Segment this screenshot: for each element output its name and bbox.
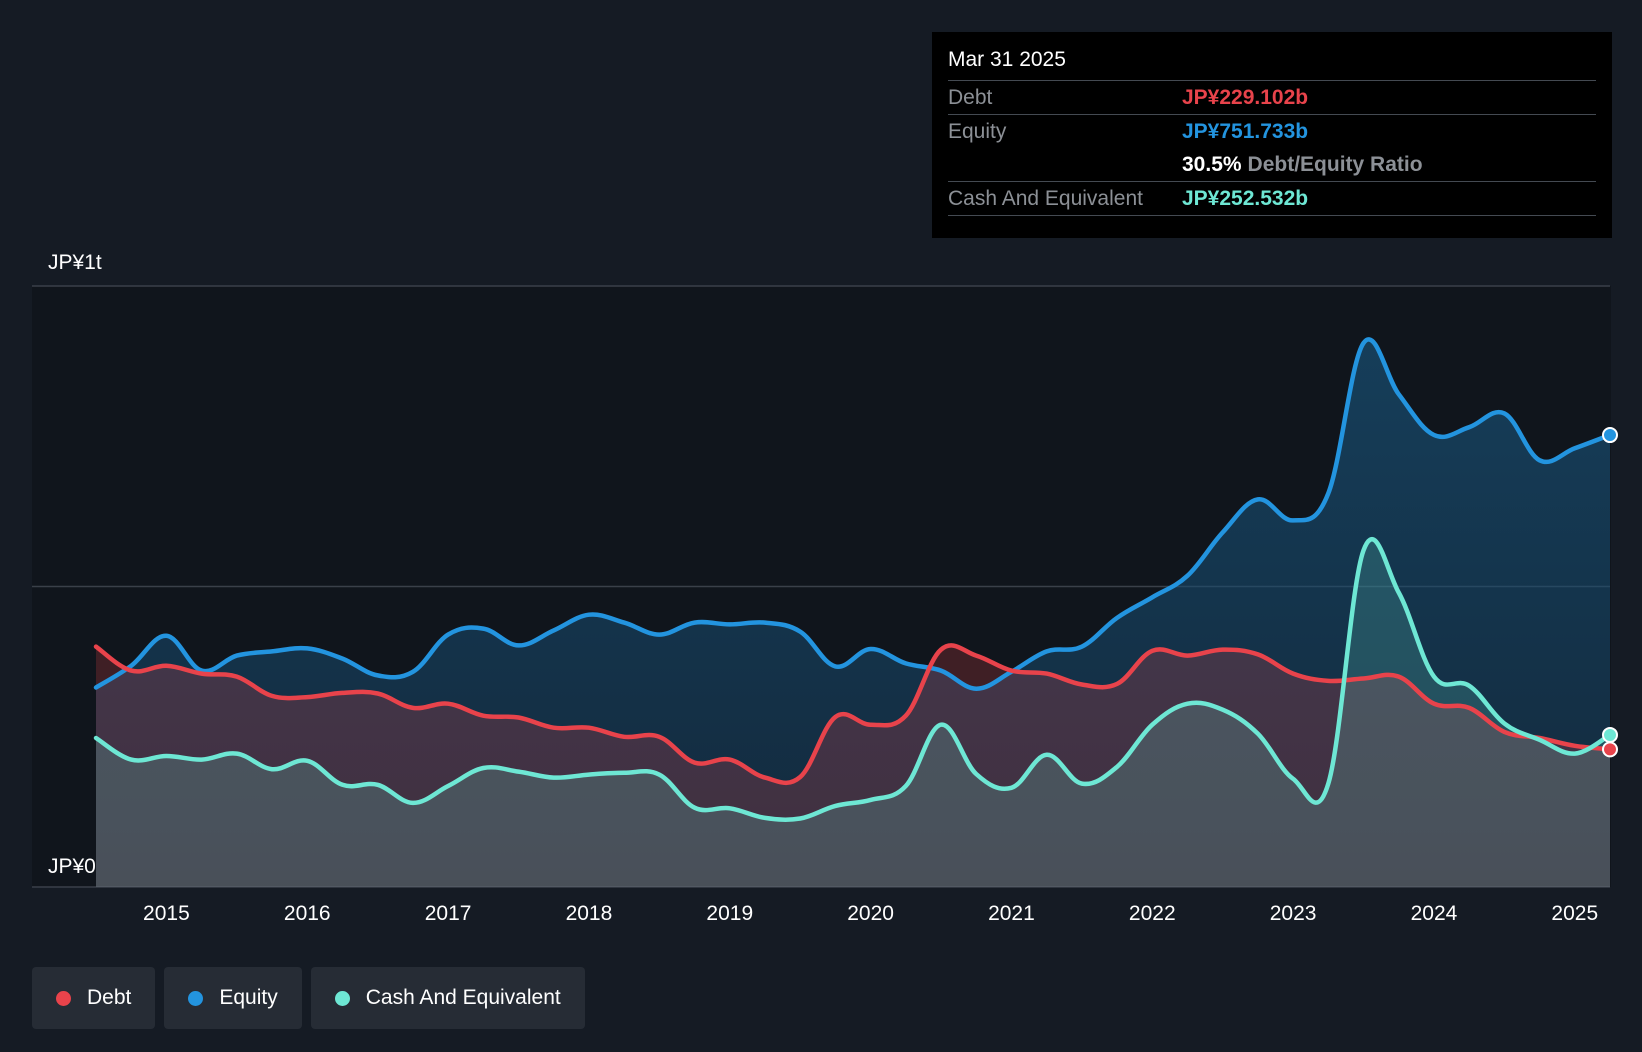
x-tick-label-2022: 2022 bbox=[1129, 902, 1176, 925]
tooltip-cash-value: JP¥252.532b bbox=[1182, 186, 1309, 210]
tooltip-cash-row: Cash And Equivalent JP¥252.532b bbox=[948, 182, 1596, 216]
legend-label-debt: Debt bbox=[87, 986, 132, 1009]
x-tick-label-2017: 2017 bbox=[425, 902, 472, 925]
x-tick-label-2015: 2015 bbox=[143, 902, 190, 925]
legend-dot-debt bbox=[56, 990, 71, 1006]
area-debt bbox=[96, 645, 1610, 887]
tooltip-cash-label: Cash And Equivalent bbox=[948, 186, 1143, 210]
y-tick-label-0: JP¥1t bbox=[48, 251, 102, 274]
x-tick-label-2018: 2018 bbox=[566, 902, 613, 925]
x-tick-label-2019: 2019 bbox=[706, 902, 753, 925]
tooltip-debt-value: JP¥229.102b bbox=[1182, 85, 1309, 109]
line-cash-and-equivalent bbox=[93, 537, 1613, 822]
area-cash-and-equivalent bbox=[96, 539, 1610, 887]
tooltip-ratio-label: Debt/Equity Ratio bbox=[1247, 152, 1423, 176]
x-tick-label-2021: 2021 bbox=[988, 902, 1035, 925]
x-tick-label-2025: 2025 bbox=[1551, 902, 1598, 925]
tooltip-ratio-value: 30.5% bbox=[1182, 152, 1242, 176]
tooltip-date: Mar 31 2025 bbox=[948, 46, 1596, 81]
line-equity bbox=[93, 337, 1613, 691]
tooltip-ratio-row: 30.5% Debt/Equity Ratio bbox=[948, 148, 1596, 182]
line-debt bbox=[93, 643, 1613, 786]
legend-item-equity[interactable]: Equity bbox=[164, 967, 302, 1029]
tooltip-equity-label: Equity bbox=[948, 119, 1007, 143]
y-tick-labels: JP¥1t JP¥0 bbox=[48, 251, 102, 878]
endpoint-cash-and-equivalent bbox=[1602, 726, 1618, 743]
tooltip-equity-row: Equity JP¥751.733b bbox=[948, 115, 1596, 148]
legend-label-equity: Equity bbox=[219, 986, 278, 1009]
endpoint-equity bbox=[1602, 427, 1618, 444]
series-lines bbox=[93, 337, 1613, 822]
x-tick-label-2020: 2020 bbox=[847, 902, 894, 925]
legend-item-debt[interactable]: Debt bbox=[32, 967, 156, 1029]
series-areas bbox=[96, 339, 1610, 887]
x-tick-label-2016: 2016 bbox=[284, 902, 331, 925]
y-tick-label-1: JP¥0 bbox=[48, 855, 96, 878]
legend-dot-equity bbox=[188, 990, 204, 1006]
legend-item-cash[interactable]: Cash And Equivalent bbox=[310, 967, 585, 1029]
legend-label-cash: Cash And Equivalent bbox=[365, 986, 561, 1009]
tooltip-debt-row: Debt JP¥229.102b bbox=[948, 81, 1596, 115]
tooltip-equity-value: JP¥751.733b bbox=[1182, 119, 1309, 143]
x-tick-label-2024: 2024 bbox=[1411, 902, 1458, 925]
series-endpoints bbox=[1602, 427, 1618, 758]
endpoint-debt bbox=[1602, 741, 1618, 758]
tooltip-debt-label: Debt bbox=[948, 85, 993, 109]
area-equity bbox=[96, 339, 1610, 887]
legend: Debt Equity Cash And Equivalent bbox=[32, 967, 585, 1029]
x-tick-label-2023: 2023 bbox=[1270, 902, 1317, 925]
x-tick-labels: 2015 2016 2017 2018 2019 2020 2021 2022 2023 2024… bbox=[143, 902, 1598, 925]
tooltip: Mar 31 2025 Debt JP¥229.102b Equity JP¥7… bbox=[932, 32, 1612, 238]
legend-dot-cash bbox=[334, 990, 350, 1006]
